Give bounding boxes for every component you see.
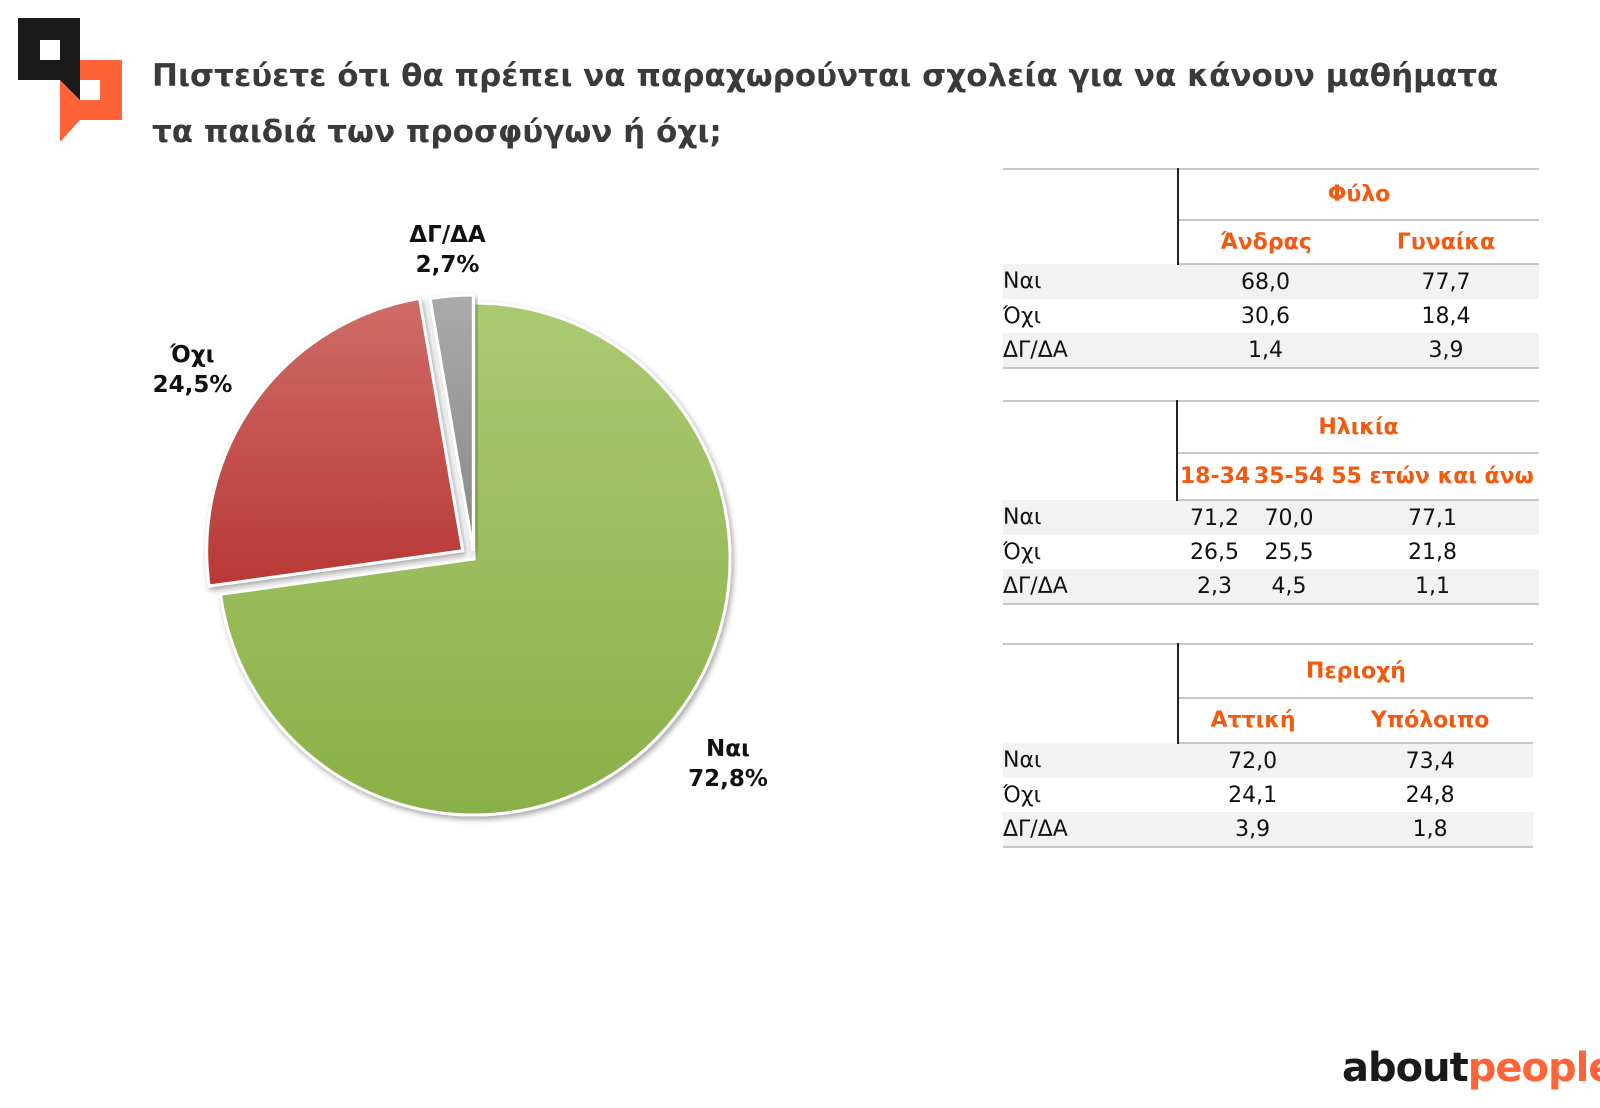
label-yes: Ναι 72,8%: [688, 736, 768, 792]
table-row: Όχι 26,5 25,5 21,8: [1003, 539, 1457, 565]
table-row: Ναι 68,0 77,7: [1003, 264, 1539, 299]
table-region: Περιοχή Αττική Υπόλοιπο Ναι 72,0 73,4 Όχι 24…: [1003, 642, 1533, 848]
table-row: Όχι 30,6 18,4: [1003, 303, 1471, 329]
table-row: Όχι 24,1 24,8: [1003, 782, 1455, 808]
table-row: ΔΓ/ΔΑ 1,4 3,9: [1003, 333, 1539, 369]
label-no: Όχι 24,5%: [152, 342, 233, 398]
title-line-2: τα παιδιά των προσφύγων ή όχι;: [152, 114, 722, 150]
page-title: Πιστεύετε ότι θα πρέπει να παραχωρούνται…: [152, 48, 1498, 160]
slice-yes: [218, 301, 732, 817]
table-row: ΔΓ/ΔΑ 2,3 4,5 1,1: [1003, 569, 1539, 605]
slice-dk: [428, 293, 475, 552]
table-row: ΔΓ/ΔΑ 3,9 1,8: [1003, 812, 1533, 848]
table-row: Ναι 71,2 70,0 77,1: [1003, 500, 1539, 535]
title-line-1: Πιστεύετε ότι θα πρέπει να παραχωρούνται…: [152, 58, 1499, 94]
pie-chart: [205, 293, 732, 817]
label-dk: ΔΓ/ΔΑ 2,7%: [409, 222, 486, 278]
table-age: Ηλικία 18-34 35-54 55 ετών και άνω Ναι 71,2…: [1003, 399, 1539, 605]
table-row: Ναι 72,0 73,4: [1003, 743, 1533, 778]
table-gender: Φύλο Άνδρας Γυναίκα Ναι 68,0 77,7 Όχι 30,6 18…: [1003, 167, 1539, 369]
brand-logo: aboutpeople: [1342, 1045, 1600, 1091]
slice-no: [205, 296, 465, 588]
logo-icon: [18, 18, 122, 142]
